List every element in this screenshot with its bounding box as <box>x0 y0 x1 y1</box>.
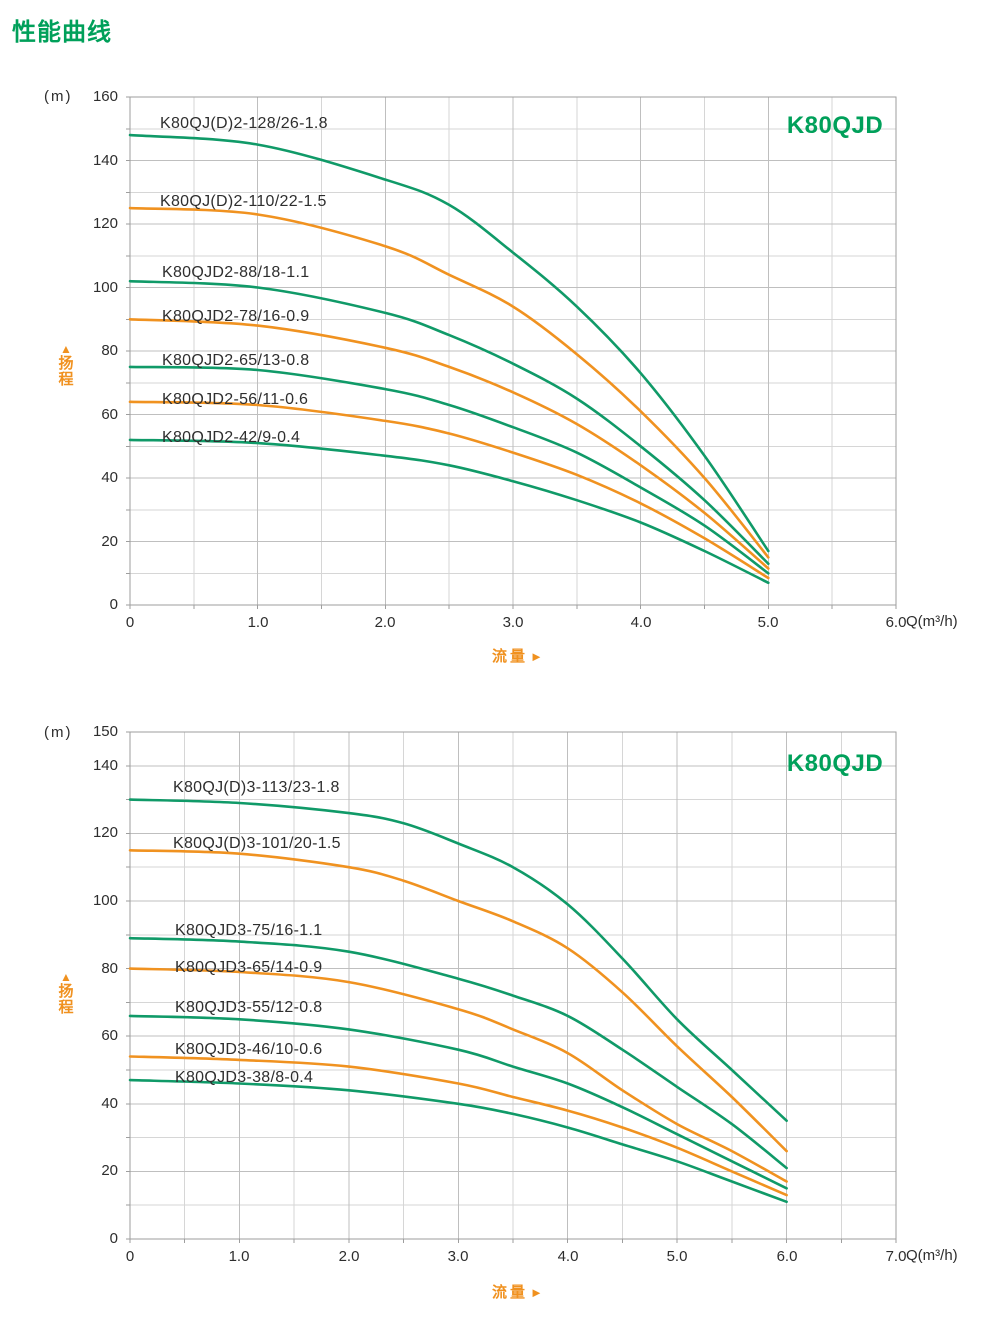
curve-label: K80QJ(D)2-110/22-1.5 <box>160 193 327 210</box>
pump-curve <box>128 798 788 1122</box>
x-tick-label: 1.0 <box>228 1248 250 1265</box>
pump-curve <box>128 849 788 1153</box>
head-label: 扬程 <box>58 355 74 388</box>
x-tick-label: 1.0 <box>247 614 269 631</box>
y-tick-label: 140 <box>92 757 118 774</box>
y-tick-label: 120 <box>92 824 118 841</box>
y-tick-label: 20 <box>101 533 118 550</box>
x-tick-label: 5.0 <box>757 614 779 631</box>
model-series-label: K80QJD <box>786 750 884 777</box>
y-tick-label: 100 <box>92 279 118 296</box>
y-axis-unit: (m) <box>44 88 73 105</box>
y-tick-label: 60 <box>101 1027 118 1044</box>
flow-label: 流量 <box>492 1284 529 1301</box>
y-axis-title: ▲ 扬程 <box>57 970 75 1016</box>
pump-curve <box>128 279 770 565</box>
curve-label: K80QJ(D)3-101/20-1.5 <box>173 835 341 852</box>
x-tick-label: 7.0 <box>885 1248 907 1265</box>
x-tick-label: 3.0 <box>447 1248 469 1265</box>
y-tick-label: 140 <box>92 152 118 169</box>
y-tick-label: 100 <box>92 892 118 909</box>
curve-label: K80QJD3-75/16-1.1 <box>175 922 323 939</box>
pump-curve <box>128 438 770 585</box>
pump-curve <box>128 1078 788 1204</box>
curve-label: K80QJD3-46/10-0.6 <box>175 1041 323 1058</box>
pump-curve <box>128 967 788 1183</box>
y-tick-label: 20 <box>101 1162 118 1179</box>
curve-label: K80QJ(D)2-128/26-1.8 <box>160 115 328 132</box>
curve-label: K80QJD3-55/12-0.8 <box>175 999 323 1016</box>
x-tick-label: 0 <box>125 1248 135 1265</box>
pump-curve <box>128 936 788 1170</box>
y-tick-label: 0 <box>109 596 118 613</box>
grid-lines <box>126 731 897 1243</box>
right-arrow-icon: ► <box>530 1285 543 1300</box>
y-tick-label: 60 <box>101 406 118 423</box>
y-tick-label: 40 <box>101 1095 118 1112</box>
x-tick-label: 6.0 <box>776 1248 798 1265</box>
y-tick-label: 160 <box>92 88 118 105</box>
x-tick-label: 0 <box>125 614 135 631</box>
x-axis-unit: Q(m³/h) <box>906 613 958 630</box>
x-tick-label: 5.0 <box>666 1248 688 1265</box>
grid-lines <box>126 96 897 609</box>
up-arrow-icon: ▲ <box>60 970 72 984</box>
curve-label: K80QJD2-42/9-0.4 <box>162 429 301 446</box>
x-tick-label: 4.0 <box>557 1248 579 1265</box>
model-series-label: K80QJD <box>786 112 884 139</box>
flow-label: 流量 <box>492 648 529 665</box>
y-tick-label: 0 <box>109 1230 118 1247</box>
y-axis-unit: (m) <box>44 724 73 741</box>
pump-curve <box>128 318 770 570</box>
x-tick-label: 3.0 <box>502 614 524 631</box>
x-tick-label: 2.0 <box>338 1248 360 1265</box>
curve-label: K80QJD3-65/14-0.9 <box>175 959 323 976</box>
curve-label: K80QJD2-65/13-0.8 <box>162 352 310 369</box>
pump-curve <box>128 133 770 553</box>
x-axis-unit: Q(m³/h) <box>906 1247 958 1264</box>
y-tick-label: 150 <box>92 723 118 740</box>
x-tick-label: 6.0 <box>885 614 907 631</box>
up-arrow-icon: ▲ <box>60 342 72 356</box>
curve-label: K80QJD3-38/8-0.4 <box>175 1069 314 1086</box>
curve-label: K80QJD2-78/16-0.9 <box>162 308 310 325</box>
pump-curve <box>128 400 770 580</box>
plot-border <box>129 731 897 1240</box>
x-tick-label: 4.0 <box>630 614 652 631</box>
pump-curve <box>128 1055 788 1197</box>
right-arrow-icon: ► <box>530 649 543 664</box>
x-axis-title: 流量 ► <box>492 645 543 666</box>
page-title: 性能曲线 <box>12 19 112 46</box>
curve-label: K80QJD2-56/11-0.6 <box>162 391 309 408</box>
y-tick-label: 120 <box>92 215 118 232</box>
y-axis-title: ▲ 扬程 <box>57 342 75 388</box>
y-tick-label: 40 <box>101 469 118 486</box>
pump-curve <box>128 1014 788 1190</box>
head-label: 扬程 <box>58 983 74 1016</box>
curve-label: K80QJ(D)3-113/23-1.8 <box>173 779 340 796</box>
pump-curve <box>128 365 770 575</box>
y-tick-label: 80 <box>101 342 118 359</box>
plot-border <box>129 96 897 606</box>
pump-curve <box>128 206 770 559</box>
y-tick-label: 80 <box>101 960 118 977</box>
x-tick-label: 2.0 <box>374 614 396 631</box>
curve-label: K80QJD2-88/18-1.1 <box>162 264 310 281</box>
x-axis-title: 流量 ► <box>492 1281 543 1302</box>
